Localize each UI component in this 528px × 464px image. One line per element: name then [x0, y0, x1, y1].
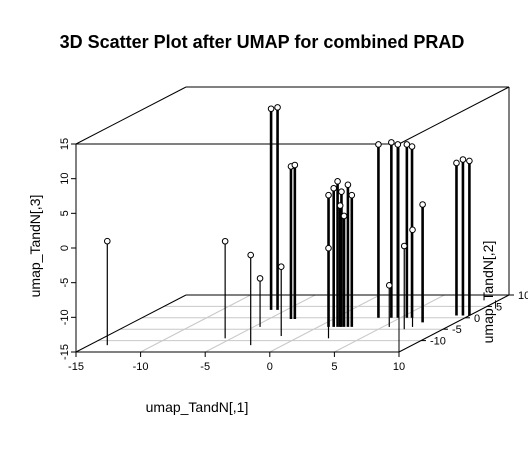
- data-point: [336, 202, 344, 209]
- y-tick-label: 0: [474, 313, 480, 325]
- y-tick-label: 10: [518, 290, 528, 302]
- data-point: [267, 105, 275, 113]
- y-tick-label: -10: [430, 336, 446, 348]
- x-tick-label: -15: [68, 361, 84, 373]
- data-point: [375, 141, 382, 148]
- box-edge: [75, 294, 187, 353]
- data-points: [103, 104, 473, 346]
- data-point: [466, 157, 473, 165]
- z-tick-label: 0: [59, 245, 71, 251]
- data-point: [459, 156, 467, 163]
- data-point: [388, 139, 395, 146]
- data-point: [348, 191, 356, 199]
- x-tick-label: 10: [393, 361, 405, 373]
- data-point: [221, 237, 229, 245]
- data-point: [385, 282, 393, 289]
- data-point: [256, 275, 264, 282]
- data-point: [409, 226, 416, 234]
- data-point: [330, 184, 338, 192]
- y-tick-label: 5: [496, 301, 502, 313]
- data-point: [400, 242, 408, 250]
- box-edge: [75, 86, 187, 145]
- z-tick-label: 5: [59, 210, 71, 216]
- chart-title: 3D Scatter Plot after UMAP for combined …: [60, 32, 465, 52]
- grid-line-x: [140, 294, 251, 353]
- axis-ticks: -15 -10 -5 0 5 10 -15 -10 -5 0 5 10 15 -10 -5 0 5 10: [59, 138, 528, 373]
- data-point: [340, 212, 348, 220]
- data-point: [334, 178, 341, 185]
- z-tick-label: 15: [59, 138, 71, 150]
- box-edge: [398, 86, 510, 145]
- y-axis-label: umap_TandN[,2]: [480, 241, 496, 344]
- y-tick-label: -5: [452, 324, 462, 336]
- data-point: [325, 244, 332, 252]
- x-tick-label: 0: [267, 361, 273, 373]
- x-tick-label: -10: [133, 361, 149, 373]
- plot-box: [75, 86, 510, 353]
- data-point: [394, 141, 402, 148]
- data-point: [103, 237, 111, 245]
- grid-line-x: [269, 294, 381, 353]
- data-point: [338, 188, 345, 196]
- data-point: [247, 251, 254, 259]
- data-point: [274, 104, 281, 111]
- x-axis-label: umap_TandN[,1]: [146, 399, 249, 415]
- x-tick-label: 5: [331, 361, 337, 373]
- z-axis-label: umap_TandN[,3]: [27, 195, 43, 298]
- z-tick-label: -10: [59, 309, 71, 325]
- z-tick-label: 10: [59, 173, 71, 185]
- box-edge: [398, 294, 510, 353]
- data-point: [408, 143, 416, 150]
- z-tick-label: -15: [59, 344, 71, 360]
- data-point: [291, 161, 299, 169]
- data-point: [453, 159, 460, 167]
- floor-grid: [98, 294, 487, 353]
- data-point: [325, 191, 332, 199]
- data-point: [277, 263, 285, 271]
- data-point: [344, 181, 352, 189]
- data-point: [419, 201, 426, 208]
- x-tick-label: -5: [200, 361, 210, 373]
- z-tick-label: -5: [59, 278, 71, 288]
